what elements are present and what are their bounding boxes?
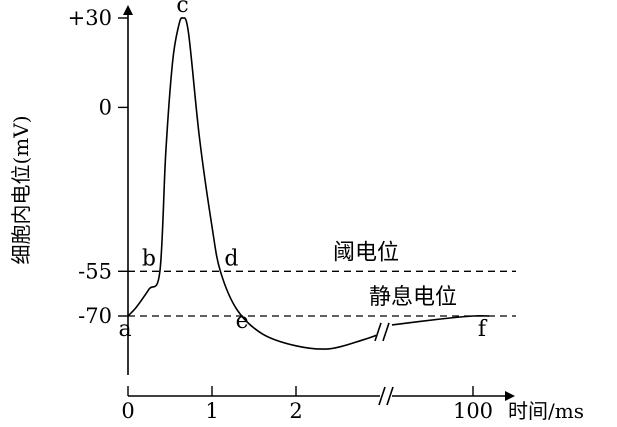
x-tick-label-0: 0 [121, 399, 134, 423]
point-label-c: c [176, 0, 188, 18]
curve-break-mark [374, 322, 390, 342]
series-group [127, 17, 490, 350]
x-tick-label-3: 100 [453, 399, 493, 423]
x-axis-title: 时间/ms [508, 399, 584, 423]
point-label-b: b [142, 246, 156, 271]
x-tick-label-2: 2 [289, 399, 302, 423]
y-tick-label-1: 0 [99, 95, 112, 119]
y-tick-label-0: +30 [68, 6, 112, 30]
axis-breaks [374, 322, 394, 406]
y-ticks: +30 0 -55 -70 [68, 6, 128, 328]
series-line-segment-2 [391, 314, 490, 326]
series-line-segment-1 [127, 17, 381, 350]
point-label-d: d [224, 246, 238, 271]
x-tick-label-1: 1 [205, 399, 218, 423]
point-label-e: e [236, 309, 249, 334]
x-ticks: 0 1 2 100 [121, 386, 493, 423]
y-tick-label-3: -70 [78, 304, 112, 328]
point-label-f: f [478, 317, 488, 342]
y-axis-title: 细胞内电位(mV) [9, 115, 33, 264]
x-axis-break-mark [378, 386, 394, 406]
reference-line-label-1: 静息电位 [369, 285, 457, 310]
point-label-a: a [118, 317, 131, 342]
y-tick-label-2: -55 [78, 259, 112, 283]
reference-line-label-0: 阈电位 [333, 240, 399, 265]
point-labels: a b c d e f [118, 0, 487, 342]
